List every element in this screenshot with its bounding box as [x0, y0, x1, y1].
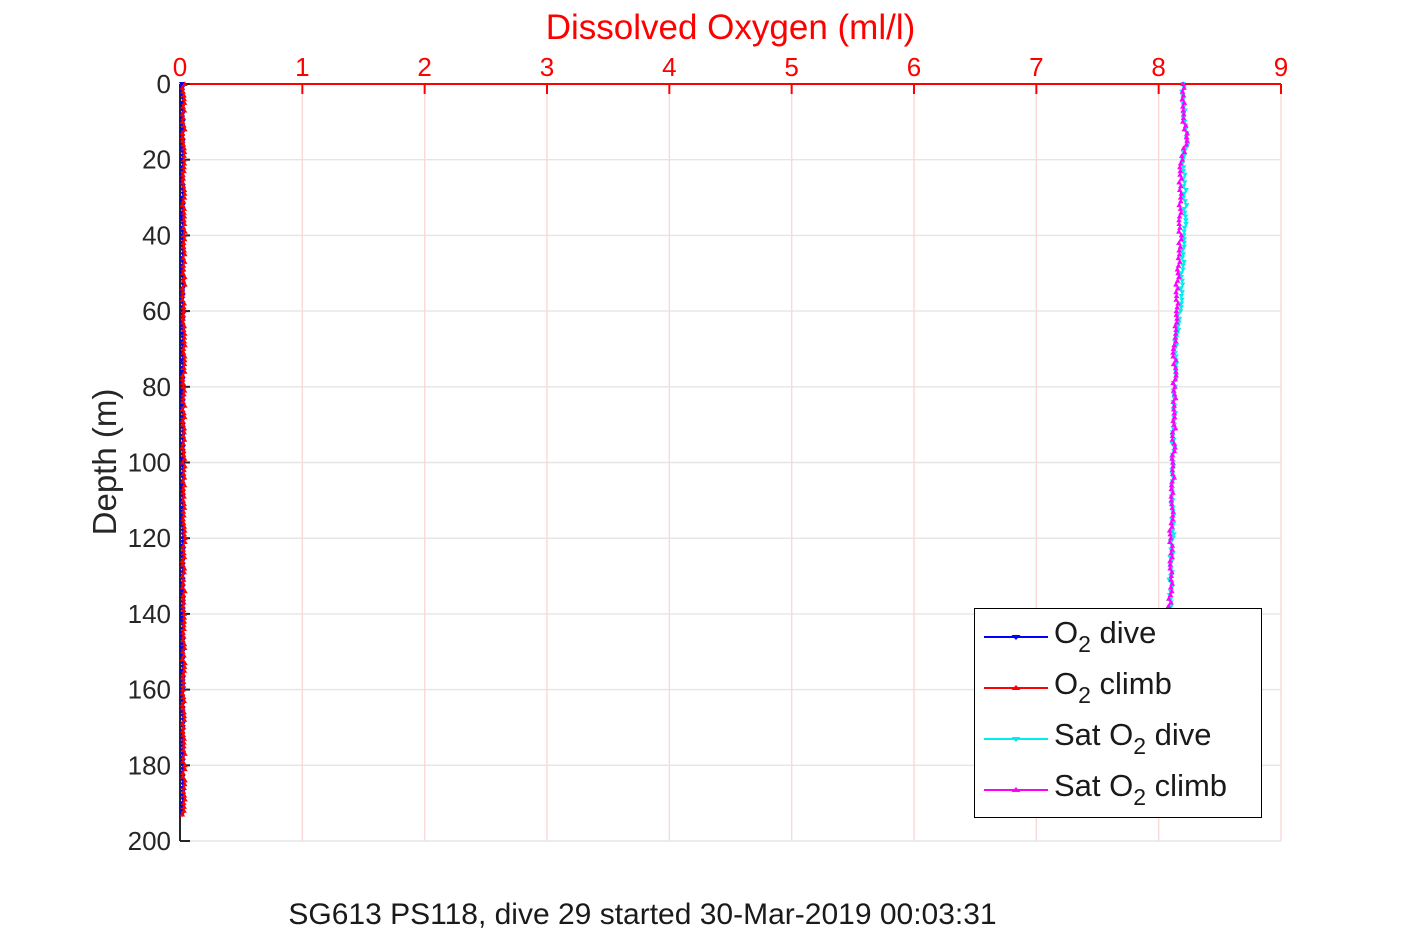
legend-label-text: climb: [1146, 768, 1228, 803]
legend-swatch-sat-o2-dive: [984, 736, 1048, 742]
legend-label-sat-o2-dive: Sat O2 dive: [1054, 717, 1212, 760]
x-tick-label: 6: [907, 52, 921, 82]
y-tick-label: 180: [128, 750, 171, 780]
x-tick-label: 8: [1151, 52, 1165, 82]
legend-label-text: dive: [1090, 615, 1157, 650]
caption: SG613 PS118, dive 29 started 30-Mar-2019…: [288, 898, 997, 931]
y-tick-label: 40: [142, 220, 171, 250]
y-tick-label: 20: [142, 145, 171, 175]
gridlines: [180, 84, 1282, 842]
x-tick-label: 7: [1029, 52, 1043, 82]
legend-swatch-sat-o2-climb: [984, 786, 1048, 792]
y-tick-label: 60: [142, 296, 171, 326]
legend-item-sat-o2-climb: Sat O2 climb: [975, 765, 1261, 815]
y-tick-label: 0: [157, 69, 171, 99]
legend-label-text: O: [1054, 666, 1079, 701]
legend-label-text: O: [1054, 615, 1079, 650]
legend-swatch-marker: [1011, 786, 1021, 792]
legend-swatch-marker: [1011, 736, 1021, 742]
legend-label-text: Sat O: [1054, 717, 1134, 752]
legend-label-text: Sat O: [1054, 768, 1134, 803]
series-markers: [179, 81, 188, 817]
y-axis-label: Depth (m): [86, 388, 123, 536]
legend-swatch-o2-dive: [984, 634, 1048, 640]
series-markers: [1166, 82, 1191, 610]
series-markers: [1165, 81, 1190, 609]
y-tick-label: 200: [128, 826, 171, 856]
series-sat-o2-climb: [1165, 81, 1190, 609]
x-tick-label: 4: [662, 52, 676, 82]
legend-item-o2-climb: O2 climb: [975, 663, 1261, 713]
x-axis: 0 1 2 3 4 5 6 7 8 9: [173, 52, 1288, 94]
legend: O2 dive O2 climb Sat O2 dive Sat O2 clim…: [974, 608, 1262, 818]
x-tick-label: 3: [540, 52, 554, 82]
series-o2-climb: [179, 81, 188, 817]
legend-label-text: climb: [1090, 666, 1172, 701]
legend-swatch-marker: [1011, 634, 1021, 640]
legend-label-subscript: 2: [1078, 631, 1091, 657]
x-tick-label: 9: [1274, 52, 1288, 82]
legend-item-o2-dive: O2 dive: [975, 612, 1261, 662]
x-tick-label: 1: [295, 52, 309, 82]
legend-label-subscript: 2: [1133, 733, 1147, 759]
legend-label-o2-dive: O2 dive: [1054, 615, 1156, 658]
series-markers: [178, 82, 186, 818]
x-tick-label: 5: [784, 52, 798, 82]
y-tick-label: 80: [142, 372, 171, 402]
legend-label-o2-climb: O2 climb: [1054, 666, 1172, 709]
y-axis: 0 20 40 60 80 100 120 140 160 180 200: [128, 69, 190, 856]
x-tick-label: 0: [173, 52, 187, 82]
legend-label-sat-o2-climb: Sat O2 climb: [1054, 768, 1227, 811]
chart-title: Dissolved Oxygen (ml/l): [545, 8, 916, 47]
y-tick-label: 100: [128, 448, 171, 478]
y-tick-label: 120: [128, 523, 171, 553]
y-tick-label: 160: [128, 675, 171, 705]
x-tick-label: 2: [417, 52, 431, 82]
legend-label-subscript: 2: [1078, 682, 1091, 708]
legend-swatch-o2-climb: [984, 684, 1048, 690]
legend-label-text: dive: [1146, 717, 1212, 752]
legend-item-sat-o2-dive: Sat O2 dive: [975, 714, 1261, 764]
legend-label-subscript: 2: [1133, 784, 1147, 810]
legend-swatch-marker: [1011, 684, 1021, 690]
y-tick-label: 140: [128, 599, 171, 629]
